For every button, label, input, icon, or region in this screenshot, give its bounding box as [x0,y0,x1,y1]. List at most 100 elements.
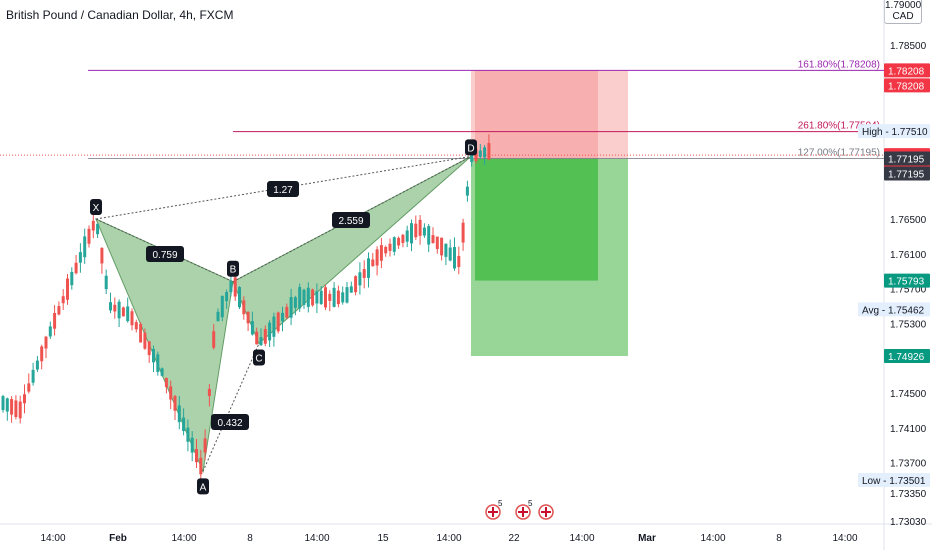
y-tick-label: 1.76100 [890,250,927,261]
candle-body [483,147,487,158]
y-tick-label: 1.78500 [890,41,927,52]
ratio-label: 1.27 [273,185,293,196]
candle-body [152,348,155,363]
candle-body [397,237,401,246]
candle-body [113,304,117,312]
candle-body [91,220,95,231]
candle-body [130,311,134,326]
candle-body [336,290,340,305]
candle-body [431,235,435,243]
candle-body [233,277,237,297]
chart-title: British Pound / Canadian Dollar, 4h, FXC… [6,8,234,22]
x-tick-label: 8 [776,533,782,544]
candle-body [139,323,143,343]
candle-body [457,256,461,267]
candle-body [427,226,431,245]
candle-body [375,249,379,266]
price-axis-label-bg [858,473,930,488]
candle-body [199,457,203,475]
candle-body [216,311,220,322]
pattern-point-label: X [93,203,100,214]
x-tick-label: 14:00 [40,533,65,544]
candle-body [212,331,216,348]
candle-body [319,290,323,305]
pattern-point-badge [227,260,239,277]
candle-body [298,287,302,309]
price-axis-label: 1.77195 [888,155,925,166]
price-axis-label: 1.77195 [888,170,925,181]
candle-body [276,312,280,332]
candle-body [341,292,345,303]
ratio-line [232,155,472,283]
y-tick-label: 1.75300 [890,319,927,330]
candle-body [268,322,272,341]
candle-body [293,297,297,308]
candle-body [388,243,392,251]
candle-body [147,341,151,356]
candle-body [281,312,284,322]
take-profit-zone-inner [475,158,598,281]
candle-body [164,377,168,388]
currency-code: CAD [892,11,914,22]
candle-body [358,272,362,286]
candle-body [96,223,100,235]
price-axis-label-bg [884,63,930,78]
price-axis-label-bg [858,302,930,317]
fib-label: 161.80%(1.78208) [798,59,880,70]
candle-body [195,449,198,463]
candle-body [487,143,491,160]
candle-body [117,301,121,319]
x-tick-label: 15 [377,533,389,544]
pattern-point-label: B [230,265,237,276]
candle-body [435,236,439,250]
pattern-point-badge [197,478,209,495]
candle-body [392,237,396,252]
candle-body [354,276,358,293]
ratio-line [95,155,472,220]
candle-body [53,312,57,329]
candle-body [418,219,422,236]
candle-body [311,289,315,306]
price-axis-label: 1.75793 [888,277,925,288]
candle-body [414,223,418,238]
candle-body [315,291,319,304]
candle-body [478,150,482,157]
pattern-point-badge [253,349,265,366]
fib-label: 261.80%(1.77504) [798,121,880,132]
y-tick-label: 1.74500 [890,389,927,400]
candle-body [242,300,246,315]
candle-body [109,302,112,311]
candle-body [220,295,224,318]
ratio-badge [267,181,299,197]
candle-body [349,286,353,293]
candle-body [328,293,332,301]
candle-body [302,289,306,305]
candle-body [100,247,104,264]
candle-body [57,306,61,315]
price-axis-label-bg [884,151,930,166]
y-tick-label: 1.76500 [890,215,927,226]
candle-body [470,150,474,163]
candle-body [401,234,405,243]
event-count: 5 [528,499,533,508]
ratio-label: 0.759 [152,250,177,261]
candle-body [448,247,452,261]
candle-body [40,346,44,362]
ratio-badge [211,414,249,430]
candle-body [474,148,478,162]
candle-body [126,306,130,322]
price-axis-label: High - 1.77510 [862,127,928,138]
pattern-point-badge [90,199,102,216]
price-axis-label-bg [884,349,930,364]
candle-body [190,437,194,453]
candle-body [405,230,409,242]
price-axis-label-bg [884,273,930,288]
price-axis-label-bg [884,78,930,93]
candle-body [87,228,91,244]
candle-body [272,316,276,337]
price-axis-label: 1.74926 [888,352,925,363]
event-count: 5 [498,499,503,508]
x-tick-label: 14:00 [436,533,461,544]
